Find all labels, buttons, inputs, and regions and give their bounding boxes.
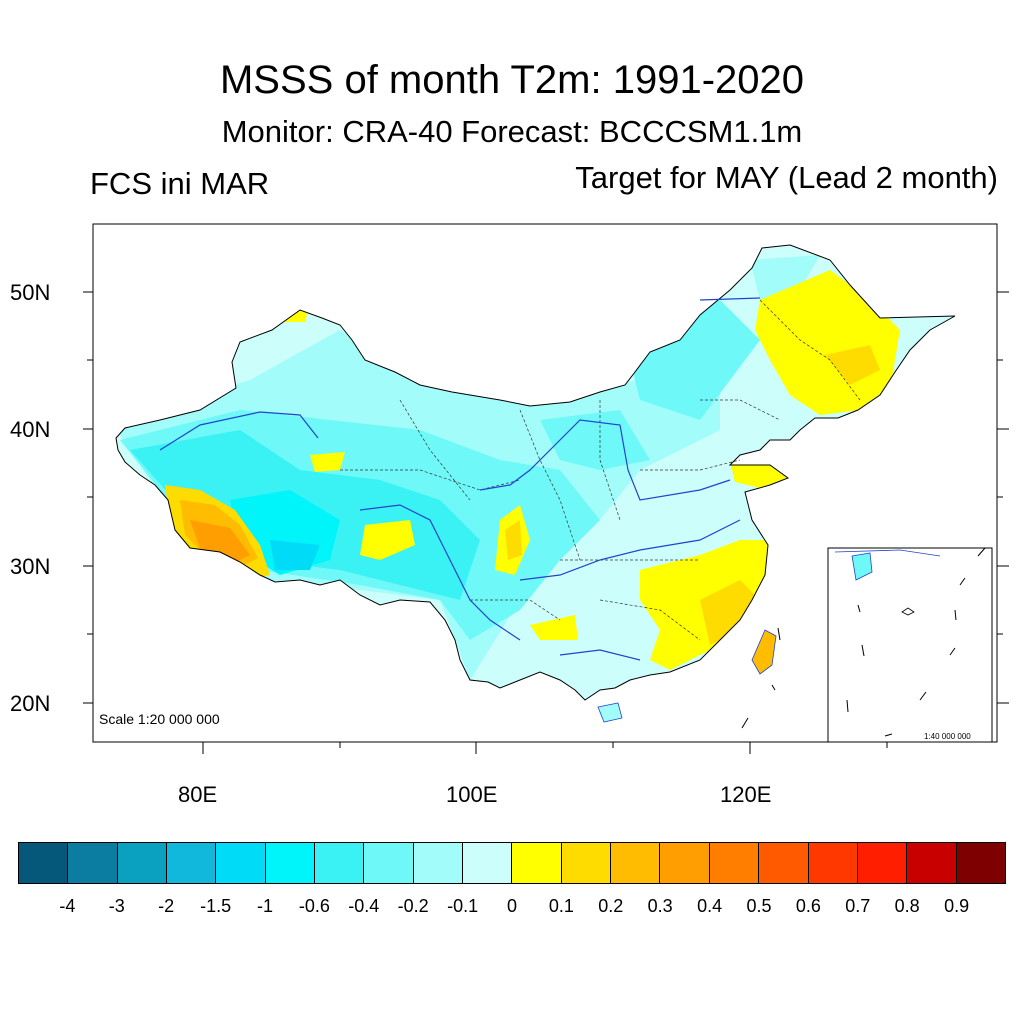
colorbar-tick-label: 0.7	[845, 896, 871, 916]
rivers	[159, 297, 761, 661]
map-subtitle: Monitor: CRA-40 Forecast: BCCCSM1.1m	[221, 114, 803, 149]
colorbar-tick-label: -4	[59, 896, 76, 916]
lat-label-20n: 20N	[10, 691, 51, 716]
inset-scale-label: 1:40 000 000	[924, 732, 971, 741]
colorbar-swatch	[611, 843, 661, 883]
init-label: FCS ini MAR	[90, 166, 270, 201]
colorbar-tick-label: -1	[256, 896, 274, 916]
inset-contents	[834, 547, 986, 737]
colorbar-swatch	[561, 843, 612, 883]
colorbar-swatch	[315, 843, 365, 883]
axis-ticks	[83, 291, 1009, 754]
lat-label-40n: 40N	[10, 417, 51, 442]
colorbar-tick-label: 0.3	[647, 896, 673, 916]
south-china-sea-inset	[827, 547, 993, 743]
colorbar-swatch	[68, 843, 118, 883]
lon-label-100e: 100E	[446, 782, 498, 807]
sea-boundary	[741, 627, 781, 729]
province-borders	[340, 299, 861, 641]
colorbar-labels: -4 -3 -2 -1.5 -1 -0.6 -0.4 -0.2 -0.1 0 0.1 0.2 0.3 0.…	[0, 896, 1024, 920]
colorbar-swatch	[19, 843, 69, 883]
main-scale-label: Scale 1:20 000 000	[99, 711, 220, 727]
colorbar-tick-label: 0.1	[548, 896, 574, 916]
colorbar-swatch	[512, 843, 562, 883]
colorbar-swatch	[709, 843, 760, 883]
colorbar-tick-label: 0.6	[795, 896, 821, 916]
colorbar-tick-label: 0.4	[697, 896, 723, 916]
colorbar-swatch	[265, 843, 316, 883]
lon-label-80e: 80E	[178, 782, 218, 807]
colorbar-swatch	[463, 843, 513, 883]
lat-label-50n: 50N	[10, 280, 51, 305]
colorbar-tick-label: -0.6	[298, 896, 330, 916]
colorbar-swatch	[117, 843, 168, 883]
colorbar-swatch	[364, 843, 414, 883]
colorbar-swatch	[956, 843, 1005, 883]
colorbar-swatch	[413, 843, 464, 883]
hainan	[597, 702, 623, 723]
lon-label-120e: 120E	[720, 782, 772, 807]
colorbar-tick-label: -0.2	[397, 896, 429, 916]
colorbar-swatch	[660, 843, 710, 883]
colorbar-swatch	[167, 843, 217, 883]
map-title: MSSS of month T2m: 1991-2020	[219, 58, 805, 102]
china-border	[115, 244, 956, 701]
colorbar-tick-label: 0.8	[894, 896, 920, 916]
lat-label-30n: 30N	[10, 554, 51, 579]
colorbar	[18, 842, 1006, 884]
colorbar-tick-label: -2	[158, 896, 175, 916]
colorbar-swatch	[907, 843, 957, 883]
target-label: Target for MAY (Lead 2 month)	[575, 160, 998, 195]
colorbar-tick-label: -3	[108, 896, 125, 916]
colorbar-swatch	[759, 843, 809, 883]
colorbar-swatch	[808, 843, 858, 883]
colorbar-tick-label: -0.4	[348, 896, 380, 916]
colorbar-tick-label: 0.9	[944, 896, 970, 916]
taiwan	[751, 629, 777, 675]
colorbar-tick-label: -0.1	[447, 896, 479, 916]
colorbar-tick-label: -1.5	[200, 896, 232, 916]
colorbar-tick-label: 0	[506, 896, 518, 916]
colorbar-tick-label: 0.5	[746, 896, 772, 916]
colorbar-swatch	[857, 843, 908, 883]
colorbar-swatch	[216, 843, 266, 883]
colorbar-tick-label: 0.2	[598, 896, 624, 916]
